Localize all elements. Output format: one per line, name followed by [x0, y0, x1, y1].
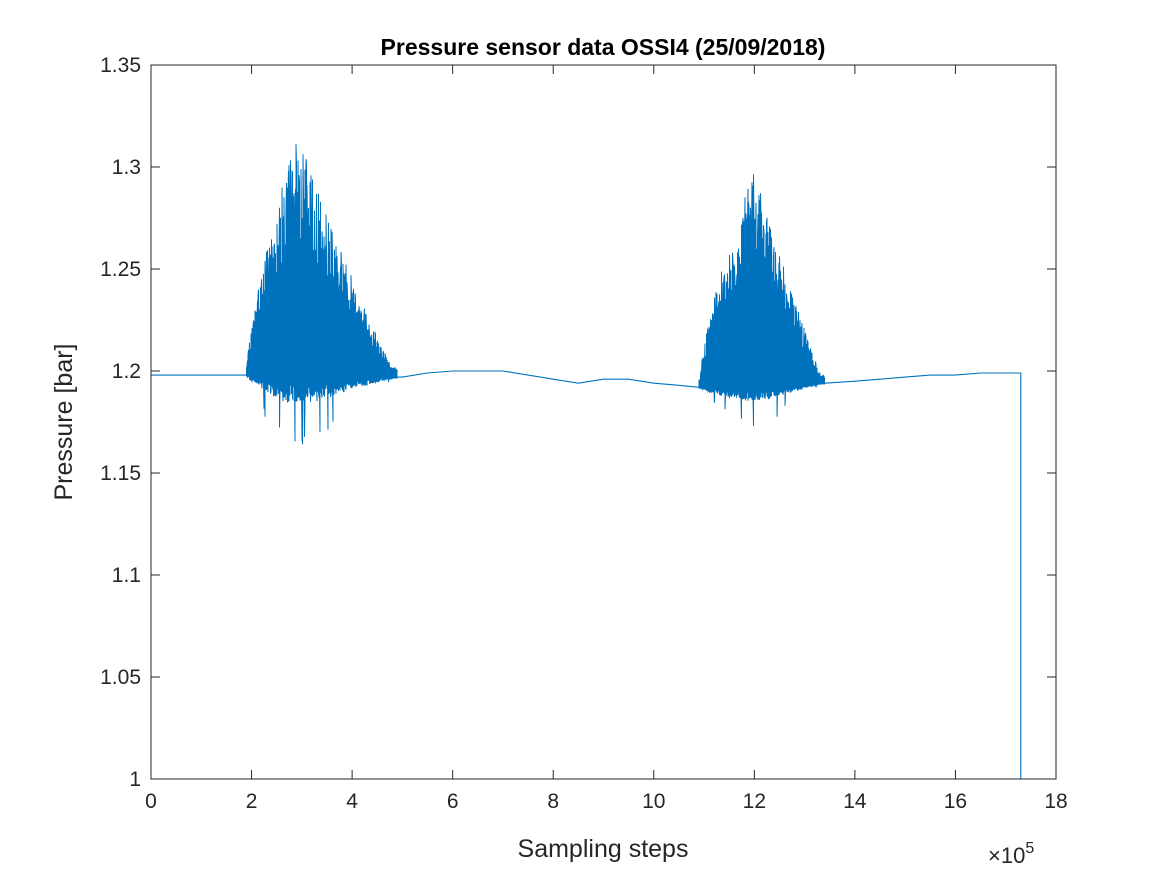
x-tick-label: 14 — [843, 790, 867, 813]
x-axis-multiplier: ×105 — [988, 840, 1034, 868]
x-axis-multiplier-base: ×10 — [988, 843, 1025, 868]
x-axis-ticks: 0 2 4 6 8 10 12 14 16 18 — [145, 65, 1068, 813]
plot-background — [151, 65, 1056, 779]
axes-layer — [150, 64, 1057, 780]
x-axis-multiplier-exponent: 5 — [1025, 840, 1034, 857]
oscillation-burst-2 — [698, 174, 825, 427]
y-tick-label: 1.05 — [100, 666, 141, 689]
x-tick-label: 18 — [1044, 790, 1067, 813]
plot-frame — [150, 64, 1057, 780]
y-tick-label: 1.25 — [100, 258, 141, 281]
series-layer — [151, 144, 1022, 779]
x-tick-label: 6 — [447, 790, 459, 813]
x-axis-label: Sampling steps — [518, 835, 689, 863]
x-tick-label: 4 — [346, 790, 358, 813]
y-axis-ticks: 1 1.05 1.1 1.15 1.2 1.25 1.3 1.35 — [100, 54, 1056, 791]
y-tick-label: 1.35 — [100, 54, 141, 77]
x-tick-label: 12 — [743, 790, 766, 813]
x-tick-label: 2 — [246, 790, 258, 813]
chart-title: Pressure sensor data OSSI4 (25/09/2018) — [381, 34, 826, 60]
y-axis-label: Pressure [bar] — [50, 343, 78, 500]
y-tick-label: 1.2 — [112, 360, 141, 383]
x-tick-label: 8 — [547, 790, 559, 813]
y-tick-label: 1.1 — [112, 564, 141, 587]
pressure-series-line — [151, 364, 1022, 779]
y-tick-label: 1 — [129, 768, 141, 791]
x-tick-label: 10 — [642, 790, 665, 813]
x-tick-label: 0 — [145, 790, 157, 813]
x-tick-label: 16 — [944, 790, 967, 813]
y-tick-label: 1.15 — [100, 462, 141, 485]
oscillation-burst-1 — [246, 144, 398, 445]
y-tick-label: 1.3 — [112, 156, 141, 179]
